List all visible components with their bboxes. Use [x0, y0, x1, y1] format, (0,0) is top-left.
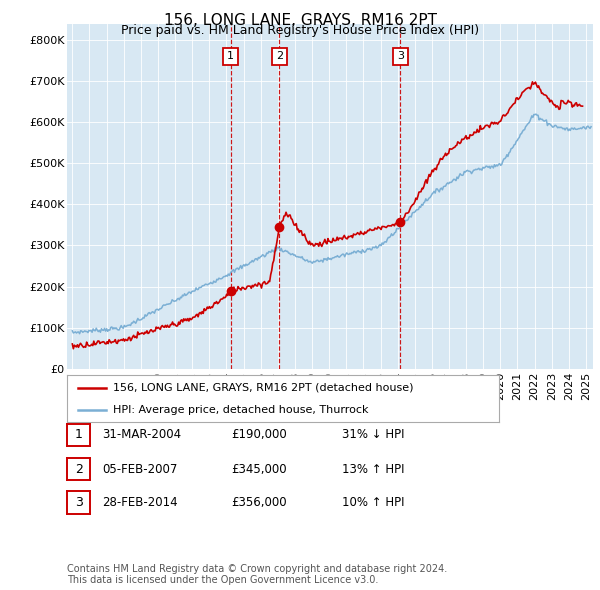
- Text: 2: 2: [74, 463, 83, 476]
- Text: HPI: Average price, detached house, Thurrock: HPI: Average price, detached house, Thur…: [113, 405, 368, 415]
- Text: 3: 3: [74, 496, 83, 509]
- Text: £190,000: £190,000: [231, 428, 287, 441]
- Text: 10% ↑ HPI: 10% ↑ HPI: [342, 496, 404, 509]
- Text: 1: 1: [74, 428, 83, 441]
- Text: 28-FEB-2014: 28-FEB-2014: [102, 496, 178, 509]
- Text: 1: 1: [227, 51, 234, 61]
- Text: 13% ↑ HPI: 13% ↑ HPI: [342, 463, 404, 476]
- Text: 156, LONG LANE, GRAYS, RM16 2PT (detached house): 156, LONG LANE, GRAYS, RM16 2PT (detache…: [113, 383, 413, 393]
- Text: Price paid vs. HM Land Registry's House Price Index (HPI): Price paid vs. HM Land Registry's House …: [121, 24, 479, 37]
- Text: 3: 3: [397, 51, 404, 61]
- Text: 05-FEB-2007: 05-FEB-2007: [102, 463, 178, 476]
- Text: 2: 2: [276, 51, 283, 61]
- Text: £356,000: £356,000: [231, 496, 287, 509]
- Text: Contains HM Land Registry data © Crown copyright and database right 2024.
This d: Contains HM Land Registry data © Crown c…: [67, 563, 448, 585]
- Text: 31-MAR-2004: 31-MAR-2004: [102, 428, 181, 441]
- Text: 156, LONG LANE, GRAYS, RM16 2PT: 156, LONG LANE, GRAYS, RM16 2PT: [163, 13, 437, 28]
- Text: 31% ↓ HPI: 31% ↓ HPI: [342, 428, 404, 441]
- Text: £345,000: £345,000: [231, 463, 287, 476]
